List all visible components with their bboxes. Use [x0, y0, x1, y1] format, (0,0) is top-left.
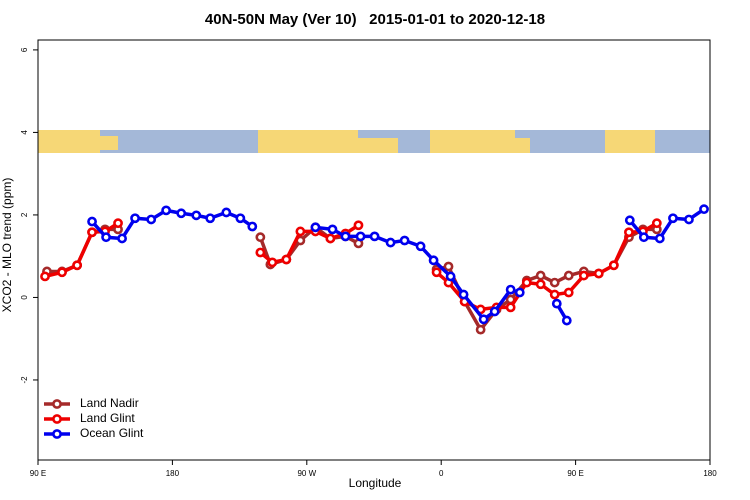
x-tick-label: 90 W [297, 469, 316, 478]
data-point [431, 267, 442, 278]
legend-marker [52, 399, 62, 409]
data-point [87, 216, 97, 227]
data-point [624, 227, 634, 238]
data-point [699, 204, 709, 215]
data-point [563, 270, 574, 281]
data-point [551, 298, 562, 309]
data-point [561, 315, 572, 326]
legend-label: Land Glint [80, 411, 135, 425]
data-point [428, 255, 439, 266]
data-point [235, 213, 246, 224]
data-point [458, 289, 469, 300]
data-point [72, 260, 83, 271]
data-point [191, 210, 202, 221]
data-point [117, 233, 127, 244]
data-point [327, 224, 338, 235]
chart-title: 40N-50N May (Ver 10) 2015-01-01 to 2020-… [205, 11, 545, 28]
data-point [415, 241, 426, 252]
data-point [310, 222, 321, 233]
legend-label: Ocean Glint [80, 426, 144, 440]
data-point [353, 220, 364, 231]
data-point [161, 205, 172, 216]
data-point [608, 260, 619, 271]
y-axis-label: XCO2 - MLO trend (ppm) [0, 178, 14, 313]
legend-marker [52, 414, 62, 424]
y-tick-label: -2 [20, 376, 29, 384]
data-point [514, 287, 525, 298]
x-tick-label: 90 E [30, 469, 46, 478]
x-tick-label: 180 [166, 469, 180, 478]
data-point [295, 226, 306, 237]
data-point [87, 227, 97, 238]
data-point [325, 233, 336, 244]
data-point [369, 231, 380, 242]
data-point [101, 232, 111, 243]
data-point [130, 213, 140, 224]
y-tick-label: 2 [20, 212, 29, 217]
data-point [340, 231, 351, 242]
data-point [535, 279, 546, 290]
data-point [247, 221, 258, 232]
data-point [113, 218, 123, 229]
data-point [563, 287, 574, 298]
y-tick-label: 0 [20, 295, 29, 300]
x-tick-label: 0 [439, 469, 444, 478]
data-point [549, 277, 560, 288]
data-point [478, 314, 489, 325]
data-point [445, 271, 456, 282]
data-point [355, 231, 366, 242]
data-point [267, 257, 278, 268]
data-point [281, 254, 292, 265]
x-tick-label: 180 [703, 469, 717, 478]
data-point [255, 247, 266, 258]
data-point [654, 233, 665, 244]
data-point [57, 267, 67, 278]
data-point [651, 218, 662, 229]
data-point [521, 277, 532, 288]
data-point [385, 237, 396, 248]
data-point [624, 215, 635, 226]
data-point [668, 213, 678, 224]
data-point [176, 208, 187, 219]
data-point [475, 324, 486, 335]
data-point [638, 232, 649, 243]
y-tick-label: 4 [20, 130, 29, 135]
data-point [549, 289, 560, 300]
data-point [535, 270, 546, 281]
plot-frame [37, 39, 711, 461]
data-point [578, 270, 589, 281]
data-point [443, 261, 454, 272]
data-point [205, 213, 216, 224]
x-axis-label: Longitude [349, 476, 402, 490]
data-point [40, 271, 50, 282]
x-tick-label: 90 E [567, 469, 583, 478]
data-point [593, 268, 604, 279]
data-point [505, 284, 516, 295]
data-point [505, 302, 516, 313]
legend-marker [52, 429, 62, 439]
data-point [399, 235, 410, 246]
data-point [146, 214, 157, 225]
data-point [684, 214, 694, 225]
world-map-band [38, 130, 710, 153]
data-point [255, 232, 266, 243]
y-tick-label: 6 [20, 47, 29, 52]
data-point [221, 207, 232, 218]
data-point [489, 306, 500, 317]
legend-label: Land Nadir [80, 396, 139, 410]
